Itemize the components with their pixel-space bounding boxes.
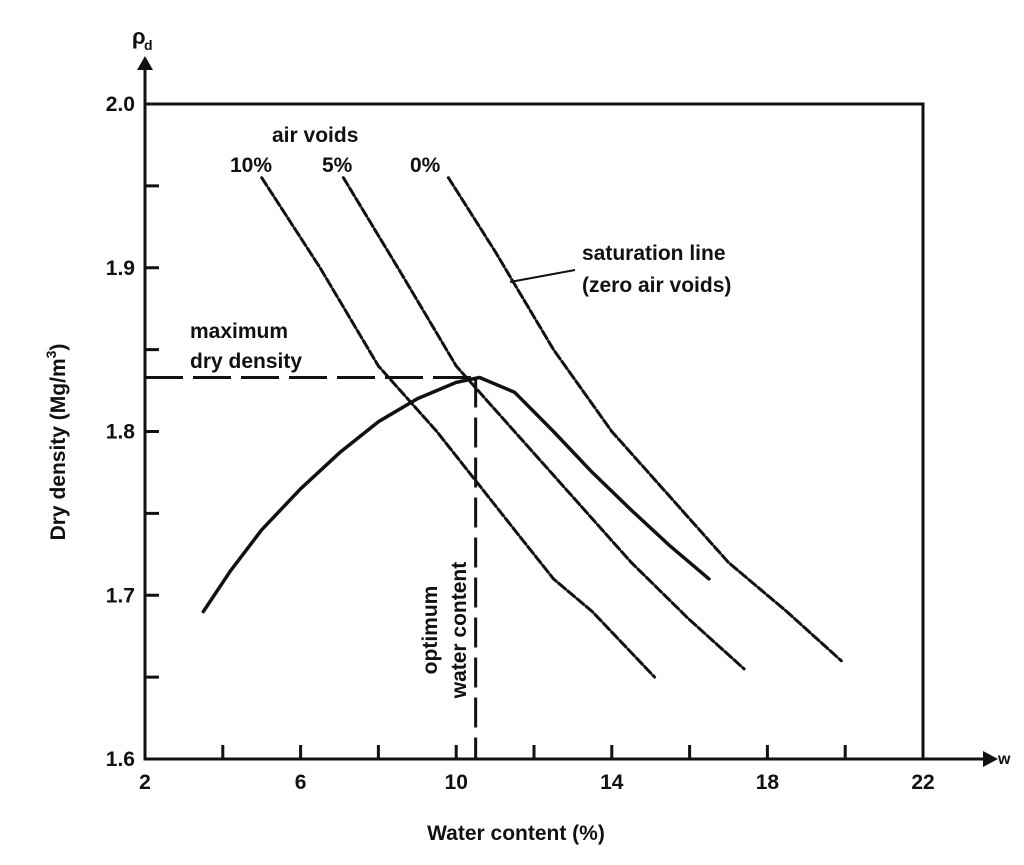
max-dry-density-label-2: dry density (190, 350, 302, 373)
x-tick-label: 22 (911, 771, 934, 794)
optimum-label-1: optimum (419, 586, 442, 675)
air-voids-line-3 (446, 176, 843, 663)
x-tick-label: 2 (139, 771, 151, 794)
air-voids-10-label: 10% (230, 154, 272, 177)
y-axis-symbol: ρ (132, 24, 146, 49)
ticks-group (145, 184, 847, 759)
x-tick-label: 10 (445, 771, 468, 794)
y-axis-title: Dry density (Mg/m3) (43, 344, 70, 541)
y-axis-title-sup: 3 (43, 350, 59, 358)
y-tick-label: 1.7 (106, 584, 135, 607)
x-axis-title: Water content (%) (427, 822, 605, 845)
compaction-curve (201, 375, 711, 614)
air-voids-line-2 (341, 176, 746, 671)
reference-lines-group (145, 375, 482, 759)
saturation-line-label-1: saturation line (582, 242, 726, 265)
air-voids-title: air voids (272, 124, 358, 147)
air-voids-5-label: 5% (322, 154, 353, 177)
x-tick-label: 6 (295, 771, 307, 794)
x-axis-arrowhead (983, 751, 998, 767)
saturation-leader-line (509, 269, 576, 283)
max-dry-density-label-1: maximum (190, 320, 288, 343)
y-tick-label: 1.9 (106, 257, 135, 280)
y-tick-label: 2.0 (106, 93, 135, 116)
air-voids-0-label: 0% (410, 154, 441, 177)
y-axis-title-main: Dry density (Mg/m (47, 358, 70, 540)
optimum-label-2: water content (448, 562, 471, 700)
y-tick-label: 1.6 (106, 748, 135, 771)
x-axis-symbol: w (997, 751, 1011, 768)
saturation-line-label-2: (zero air voids) (582, 274, 731, 297)
tick-labels-group: 2 6 10 14 18 22 1.6 1.7 1.8 1.9 2.0 (106, 93, 935, 794)
y-tick-label: 1.8 (106, 421, 136, 444)
y-axis-symbol-subscript: d (144, 37, 153, 53)
x-tick-label: 18 (756, 771, 780, 794)
y-axis-arrowhead (137, 56, 153, 70)
plot-frame (143, 102, 925, 761)
x-tick-label: 14 (600, 771, 624, 794)
series-group (201, 176, 843, 679)
air-voids-line-1 (260, 176, 657, 679)
y-axis-title-close: ) (47, 344, 70, 351)
